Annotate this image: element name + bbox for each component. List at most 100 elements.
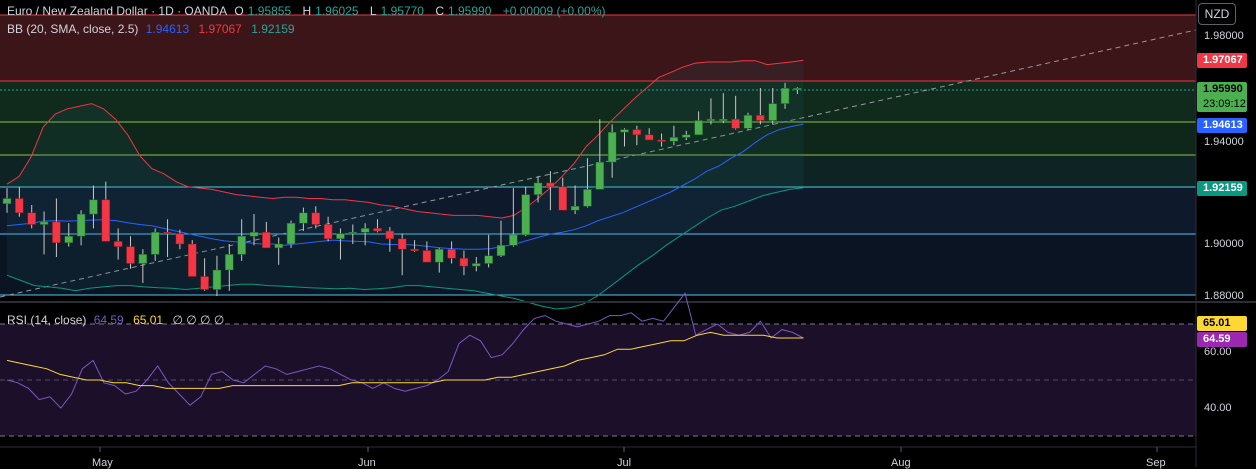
legend-bb-row: BB (20, SMA, close, 2.5) 1.94613 1.97067… <box>7 22 301 36</box>
candle-down <box>323 224 333 240</box>
candle-up <box>212 269 222 290</box>
rsi-tag: 64.59 <box>1197 332 1247 347</box>
rsi-pane <box>0 323 1196 437</box>
rsi-tick: 40.00 <box>1204 402 1232 414</box>
candle-up <box>138 254 148 264</box>
price-tick: 1.98000 <box>1204 30 1244 42</box>
price-tick: 1.88000 <box>1204 290 1244 302</box>
candle-up <box>595 161 605 190</box>
date-label-aug: Aug <box>891 457 911 469</box>
rsi-value: 64.59 <box>93 313 124 327</box>
candle-down <box>373 228 382 232</box>
candle-up <box>225 254 234 271</box>
legend-rsi-row: RSI (14, close) 64.59 65.01 ∅ ∅ ∅ ∅ <box>7 313 228 327</box>
price-tick: 1.94000 <box>1204 136 1244 148</box>
candle-up <box>2 198 12 204</box>
candle-up <box>435 248 444 263</box>
candle-down <box>459 258 469 267</box>
zone-green-1 <box>0 81 1196 122</box>
zone-green-2 <box>0 122 1196 155</box>
high-value: 1.96025 <box>315 4 359 18</box>
candle-up <box>39 221 49 225</box>
zone-blue-low <box>0 234 1196 295</box>
candle-down <box>447 248 456 259</box>
candle-up <box>89 199 98 215</box>
candle-down <box>126 246 135 264</box>
rsi-lines <box>6 292 804 409</box>
candle-up <box>533 182 543 195</box>
bb-upper-value: 1.97067 <box>198 22 242 36</box>
candle-down <box>410 248 419 251</box>
candle-down <box>385 230 395 240</box>
candle-up <box>719 118 728 121</box>
bb-basis-value: 1.94613 <box>145 22 190 36</box>
legend-symbol-row: Euro / New Zealand Dollar · 1D · OANDA O… <box>7 4 606 18</box>
candle-up <box>743 115 753 129</box>
bb-basis-tag: 1.94613 <box>1197 118 1247 133</box>
close-value: 1.95990 <box>448 4 492 18</box>
bb-upper-line <box>6 59 804 219</box>
candle-down <box>52 221 61 243</box>
candle-up <box>607 131 617 163</box>
candle-down <box>15 198 24 214</box>
candle-down <box>632 129 642 136</box>
candle-down <box>422 250 432 263</box>
current-price: 1.95990 <box>1203 83 1243 95</box>
currency-selector[interactable]: NZD <box>1198 3 1236 25</box>
candle-up <box>360 228 370 233</box>
candle-up <box>496 245 506 256</box>
candle-down <box>657 139 666 142</box>
rsi-ma-tag: 65.01 <box>1197 316 1247 331</box>
candle-up <box>76 213 86 237</box>
date-label-may: May <box>92 457 113 469</box>
candle-up <box>583 189 592 207</box>
candle-down <box>546 182 555 188</box>
bb-lower-tag: 1.92159 <box>1197 181 1247 196</box>
candle-down <box>188 243 197 277</box>
candle-down <box>644 134 654 141</box>
candle-up <box>706 118 716 121</box>
price-zones <box>0 14 1197 298</box>
price-tick: 1.90000 <box>1204 238 1244 250</box>
bb-indicator-label[interactable]: BB (20, SMA, close, 2.5) <box>7 22 139 36</box>
candle-up <box>669 137 679 142</box>
candle-up <box>694 120 703 136</box>
zone-upper-red <box>0 15 1196 81</box>
candle-down <box>101 199 111 242</box>
candle-up <box>472 263 481 267</box>
symbol-name[interactable]: Euro / New Zealand Dollar · 1D · OANDA <box>7 4 228 18</box>
countdown: 23:09:12 <box>1203 98 1246 110</box>
candle-up <box>336 233 345 240</box>
bollinger-band-fill <box>7 60 804 310</box>
candle-down <box>163 232 172 235</box>
bb-fill-area <box>7 60 804 310</box>
open-value: 1.95855 <box>247 4 292 18</box>
price-tag: 1.95990 23:09:12 <box>1197 82 1247 112</box>
candle-up <box>793 88 802 91</box>
candle-up <box>348 232 358 235</box>
candle-up <box>249 232 259 237</box>
bb-lower-line <box>6 187 804 310</box>
candle-up <box>521 194 530 236</box>
candle-down <box>397 238 407 250</box>
candle-down <box>262 232 271 249</box>
time-grid <box>99 447 1158 452</box>
candle-up <box>768 103 777 121</box>
candle-down <box>113 241 123 247</box>
date-label-jul: Jul <box>617 457 632 469</box>
candle-up <box>237 235 246 255</box>
rsi-ma-line <box>6 331 804 389</box>
candle-up <box>64 235 73 243</box>
date-label-jun: Jun <box>358 457 376 469</box>
candle-down <box>558 186 567 211</box>
candle-up <box>620 129 629 133</box>
candle-up <box>484 255 493 264</box>
date-label-sep: Sep <box>1146 457 1166 469</box>
candle-up <box>509 234 518 246</box>
low-value: 1.95770 <box>380 4 424 18</box>
rsi-indicator-label[interactable]: RSI (14, close) <box>7 313 87 327</box>
candle-down <box>200 276 209 290</box>
candle-down <box>731 118 740 129</box>
candle-down <box>27 212 36 225</box>
